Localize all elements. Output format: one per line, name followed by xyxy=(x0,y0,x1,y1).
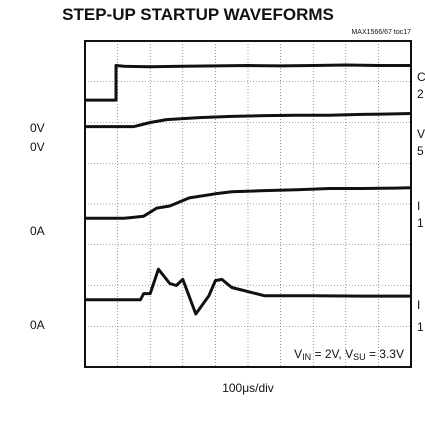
trace-2 xyxy=(85,112,412,129)
right-label-4-line2: 1 xyxy=(417,320,424,334)
waveform-traces xyxy=(85,63,412,316)
left-label-1: 0V xyxy=(30,121,45,135)
left-label-4: 0A xyxy=(30,318,45,332)
x-axis-label: 100μs/div xyxy=(222,381,274,395)
right-label-4-line1: I xyxy=(417,298,420,312)
test-condition-label: VIN = 2V, VSU = 3.3V xyxy=(294,347,404,362)
chart-subtitle: MAX1566/67 toc17 xyxy=(351,29,411,36)
grid xyxy=(85,41,411,367)
condition-subscript: IN xyxy=(302,352,311,362)
plot-frame xyxy=(84,40,412,368)
chart-title: STEP-UP STARTUP WAVEFORMS xyxy=(62,5,334,24)
trace-3 xyxy=(85,186,412,220)
condition-text-part: V xyxy=(294,347,302,361)
right-label-2-line1: V xyxy=(417,127,425,141)
right-label-3-line2: 1 xyxy=(417,216,424,230)
right-label-2-line2: 5 xyxy=(417,144,424,158)
condition-text-part: = 3.3V xyxy=(366,347,404,361)
right-label-3-line1: I xyxy=(417,199,420,213)
left-label-3: 0A xyxy=(30,224,45,238)
right-label-1-line2: 2 xyxy=(417,87,424,101)
right-label-1-line1: C xyxy=(417,70,425,84)
condition-text-part: = 2V, V xyxy=(311,347,353,361)
trace-4 xyxy=(85,267,411,316)
left-label-2: 0V xyxy=(30,140,45,154)
trace-1 xyxy=(85,63,411,102)
condition-subscript: SU xyxy=(353,352,366,362)
